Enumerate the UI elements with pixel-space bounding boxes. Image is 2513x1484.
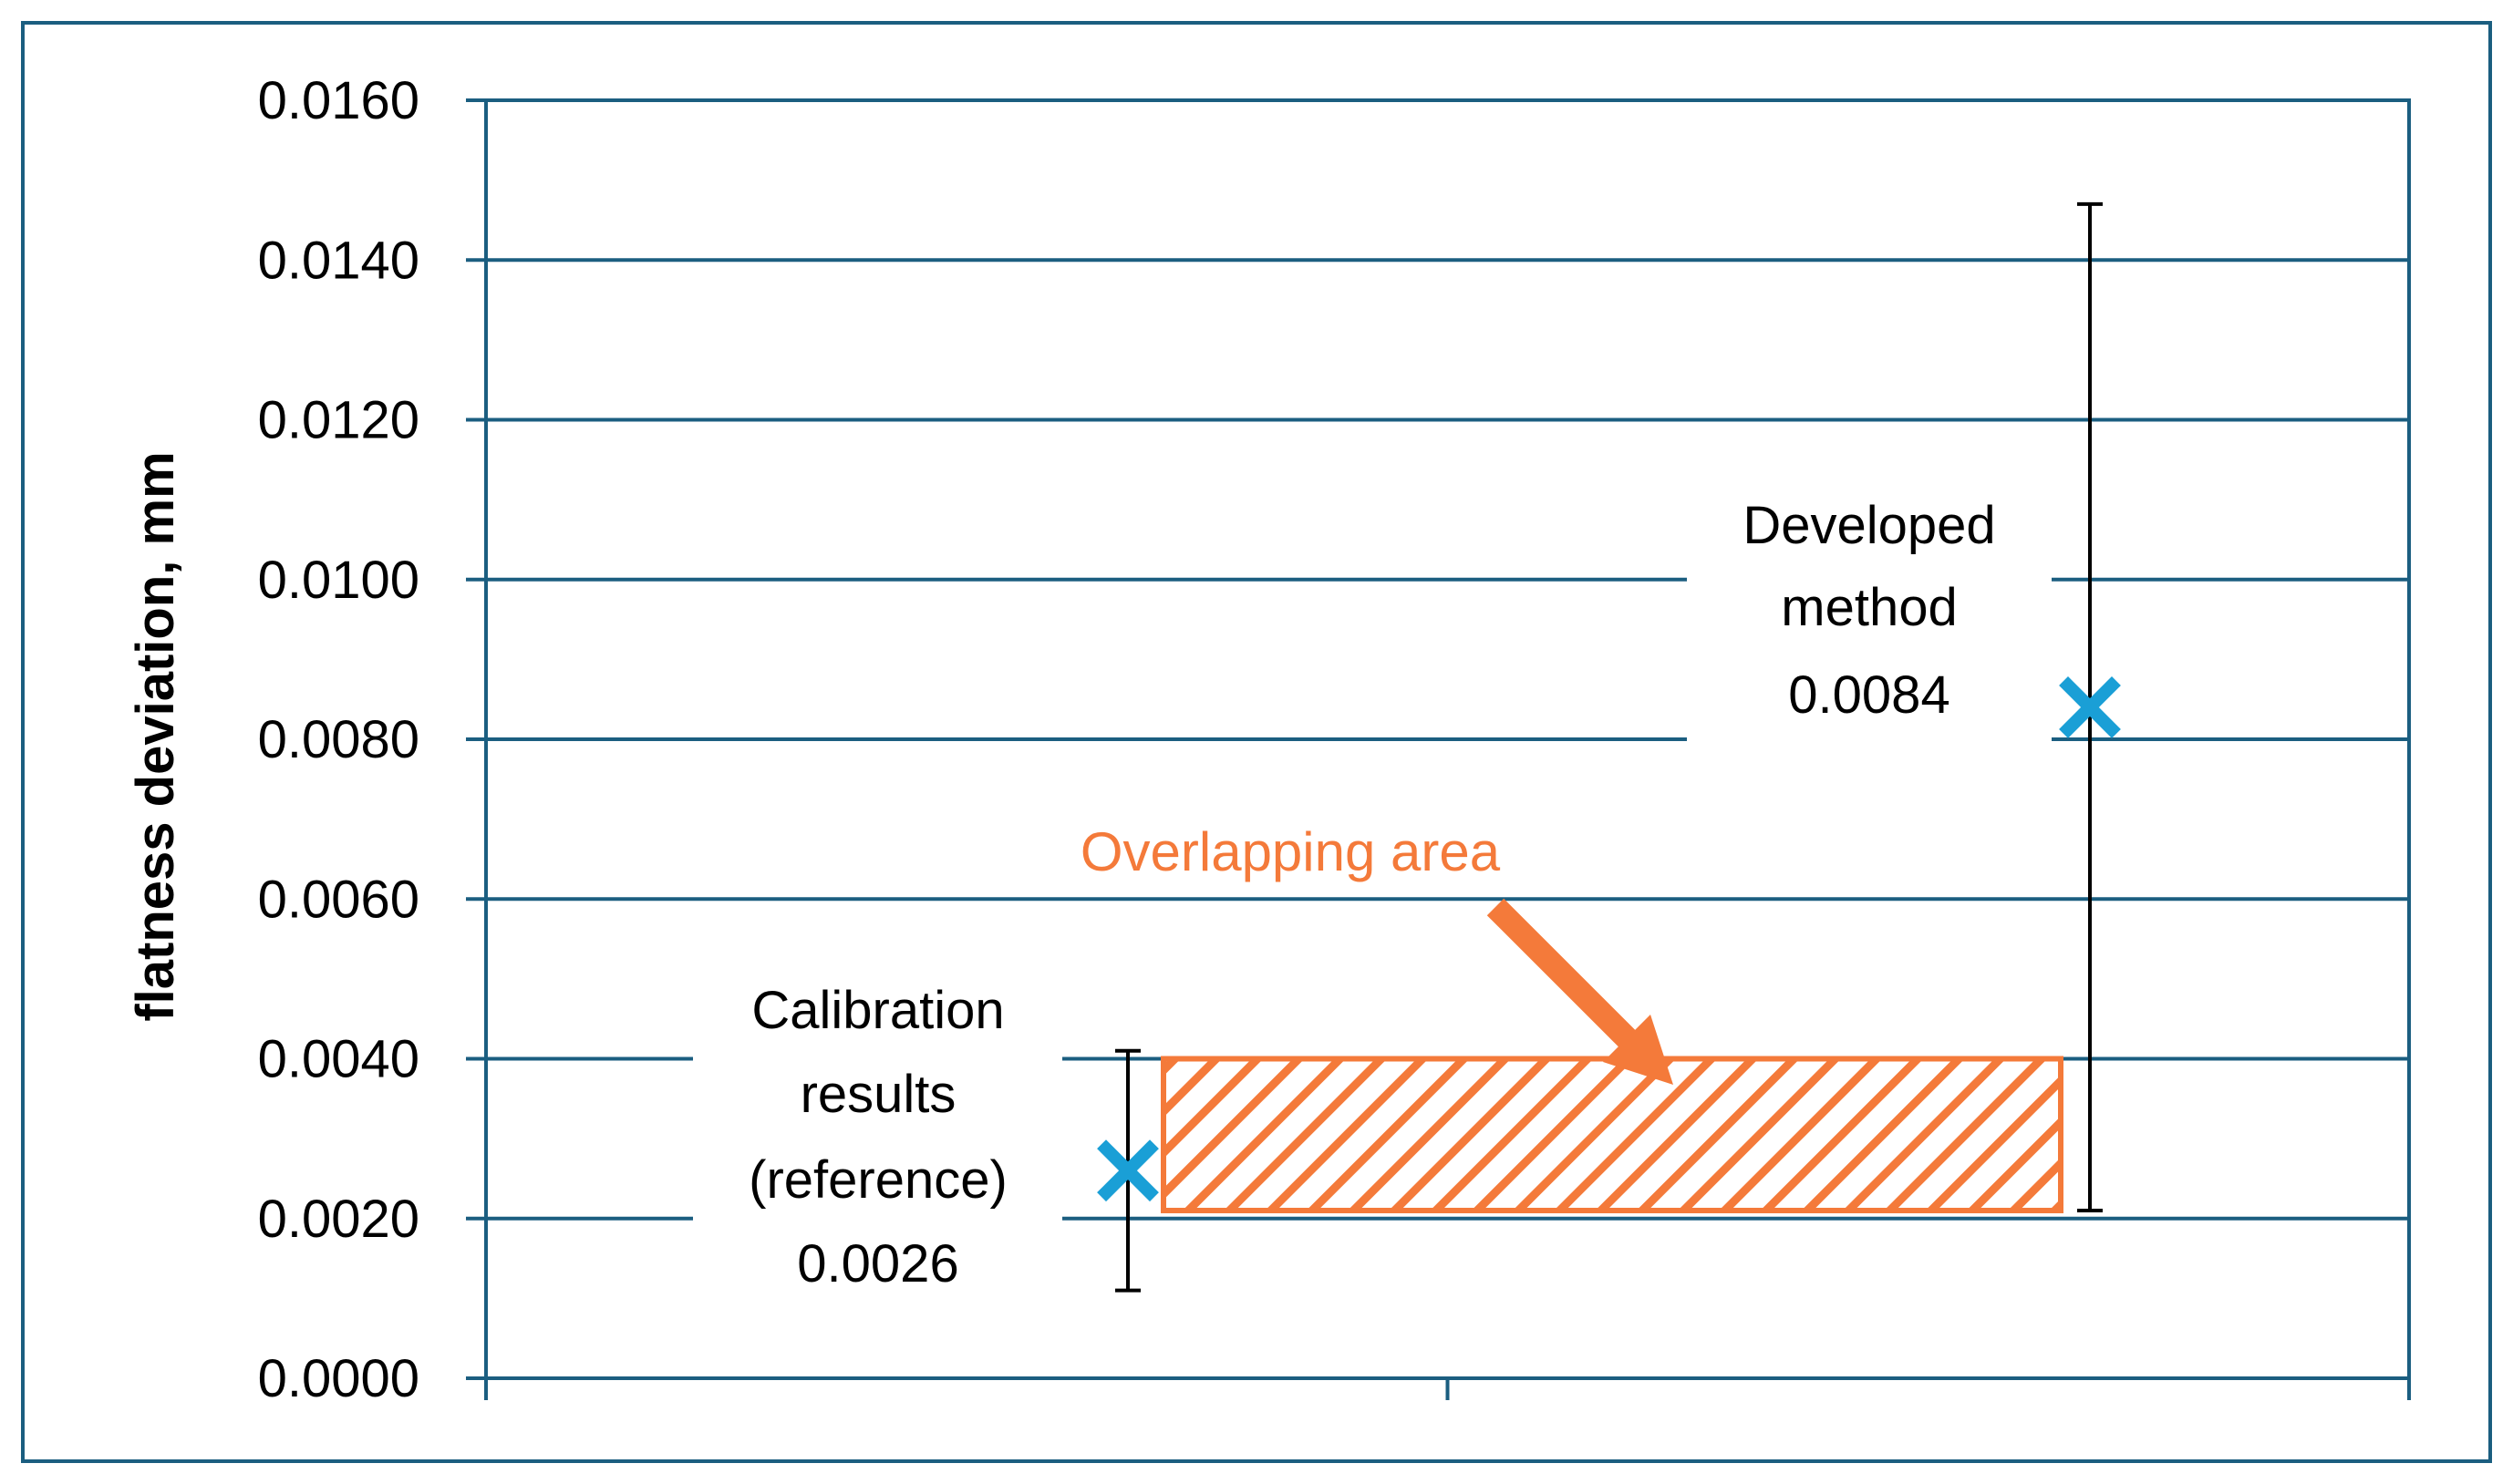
overlap-arrow-head bbox=[1603, 1015, 1673, 1085]
data-label-background bbox=[693, 984, 1062, 1322]
data-label-line: method bbox=[1781, 578, 1957, 637]
y-tick-label: 0.0160 bbox=[258, 71, 419, 130]
overlap-area-rect bbox=[1161, 1056, 2063, 1213]
data-label-background bbox=[1687, 492, 2052, 761]
data-label-line: results bbox=[801, 1065, 957, 1124]
overlap-arrow-shaft bbox=[1486, 898, 1650, 1062]
data-label-line: (reference) bbox=[749, 1150, 1008, 1210]
y-tick-label: 0.0080 bbox=[258, 710, 419, 769]
y-tick-label: 0.0060 bbox=[258, 870, 419, 929]
data-label-line: 0.0084 bbox=[1788, 665, 1949, 725]
y-tick-label: 0.0000 bbox=[258, 1349, 419, 1408]
y-axis-title: flatness deviation, mm bbox=[126, 451, 185, 1021]
marker-stroke bbox=[2059, 676, 2121, 738]
data-point-marker bbox=[1097, 1139, 1159, 1202]
data-label-line: Calibration bbox=[751, 981, 1004, 1040]
data-label-line: 0.0026 bbox=[797, 1234, 958, 1293]
y-tick-label: 0.0020 bbox=[258, 1190, 419, 1249]
y-tick-label: 0.0040 bbox=[258, 1030, 419, 1089]
figure-frame bbox=[21, 21, 2492, 1463]
marker-stroke bbox=[1097, 1139, 1159, 1202]
y-tick-label: 0.0100 bbox=[258, 551, 419, 610]
data-label-line: Developed bbox=[1743, 496, 1995, 555]
y-tick-label: 0.0120 bbox=[258, 391, 419, 450]
data-point-marker bbox=[2059, 676, 2121, 738]
overlap-area-label: Overlapping area bbox=[1081, 821, 1501, 882]
y-tick-label: 0.0140 bbox=[258, 231, 419, 290]
